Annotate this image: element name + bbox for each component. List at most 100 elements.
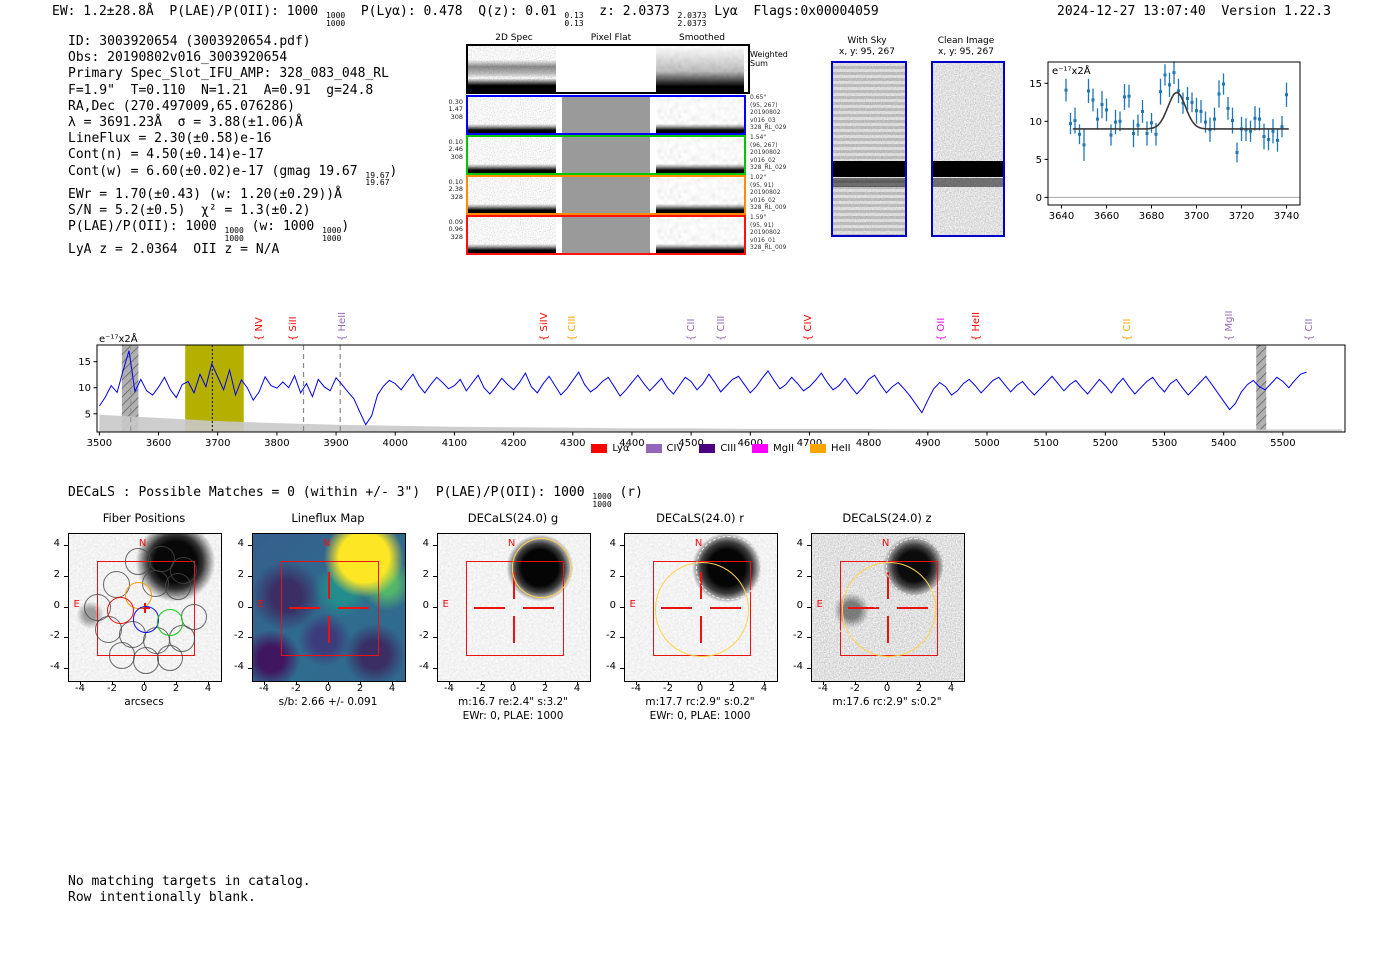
svg-text:15: 15 [78, 357, 91, 368]
info-line: Primary Spec_Slot_IFU_AMP: 328_083_048_R… [68, 66, 389, 82]
svg-text:4500: 4500 [678, 438, 703, 449]
weighted-pixelflat-image [562, 46, 650, 92]
cutout-sublabel: arcsecs [124, 696, 164, 708]
svg-text:3700: 3700 [1184, 211, 1209, 222]
y-tick-label: 0 [796, 599, 803, 611]
dark-trace-band [656, 243, 744, 253]
stacked-fraction: 1000 1000 [322, 226, 342, 243]
x-tick-label: 0 [883, 683, 891, 694]
y-tick-mark [620, 544, 624, 546]
x-tick-mark [951, 681, 952, 685]
withsky-title: With Sky x, y: 95, 267 [812, 36, 922, 58]
info-line: RA,Dec (270.497009,65.076286) [68, 98, 295, 114]
cutout-title: DECaLS(24.0) g [467, 511, 559, 525]
target-crosshair [513, 616, 516, 644]
y-tick-label: -2 [50, 630, 60, 642]
target-crosshair [522, 606, 554, 609]
weighted-smoothed-overlay [656, 46, 744, 92]
y-tick-label: -4 [793, 661, 803, 673]
y-tick-mark [620, 575, 624, 577]
footer-line-2: Row intentionally blank. [68, 890, 256, 906]
x-tick-mark [296, 681, 297, 685]
x-tick-label: 4 [388, 683, 396, 694]
y-tick-mark [248, 575, 252, 577]
dark-trace-band [468, 163, 556, 173]
fiber-2dspec-image [468, 97, 556, 133]
withsky-title-text: With Sky [847, 36, 887, 46]
svg-text:3640: 3640 [1049, 211, 1074, 222]
y-tick-mark [64, 544, 68, 546]
fiber-circle [164, 573, 192, 601]
x-tick-label: 4 [947, 683, 955, 694]
line-label-ciii: { CIII [566, 315, 578, 341]
x-tick-label: -2 [850, 683, 860, 694]
info-line: P(LAE)/P(OII): 1000 1000 1000 (w: 1000 10… [68, 219, 350, 243]
y-tick-label: -4 [50, 661, 60, 673]
y-tick-mark [807, 637, 811, 639]
x-tick-label: 2 [915, 683, 923, 694]
info-line: F=1.9" T=0.110 N=1.21 A=0.91 g=24.8 [68, 82, 374, 98]
compass-north: N [881, 538, 890, 550]
withsky-image [831, 61, 907, 237]
header-timestamp: 2024-12-27 13:07:40 Version 1.22.3 [1057, 4, 1331, 19]
dark-trace-band [468, 243, 556, 253]
x-tick-mark [732, 681, 733, 685]
compass-north: N [322, 538, 331, 550]
y-tick-mark [248, 668, 252, 670]
fiber-2dspec-image [468, 217, 556, 253]
target-crosshair [289, 606, 321, 609]
legend-label: HeII [831, 443, 851, 454]
selected-fiber-circle [156, 608, 184, 636]
svg-text:3660: 3660 [1094, 211, 1119, 222]
cutout-sublabel: m:17.6 rc:2.9" s:0.2" [832, 696, 942, 708]
svg-text:3900: 3900 [323, 438, 348, 449]
svg-text:5: 5 [85, 409, 91, 420]
x-tick-mark [208, 681, 209, 685]
svg-text:4700: 4700 [797, 438, 822, 449]
fiber-smoothed-image [656, 217, 744, 253]
lineflux-colormap [253, 534, 405, 681]
line-label-mgii: { MgII [1224, 310, 1236, 341]
legend-swatch [752, 444, 769, 453]
cutout-sublabel: EWr: 0, PLAE: 1000 [649, 710, 751, 722]
x-tick-label: 2 [172, 683, 180, 694]
line-label-siiv: { SiIV [539, 312, 551, 341]
svg-text:4800: 4800 [856, 438, 881, 449]
x-tick-mark [481, 681, 482, 685]
svg-text:3680: 3680 [1139, 211, 1164, 222]
y-tick-label: 2 [609, 568, 616, 580]
fiber-pixelflat-image [562, 137, 650, 173]
x-tick-label: 0 [509, 683, 517, 694]
dark-trace-band [468, 203, 556, 213]
weighted-sum-strip [466, 44, 750, 94]
footer-line-1: No matching targets in catalog. [68, 874, 311, 889]
dark-trace-band [656, 163, 744, 173]
x-tick-mark [513, 681, 514, 685]
y-tick-mark [64, 575, 68, 577]
selected-fiber-circle [132, 605, 160, 633]
x-tick-label: -4 [259, 683, 269, 694]
x-tick-label: -4 [818, 683, 828, 694]
x-tick-label: 2 [356, 683, 364, 694]
y-tick-label: 0 [422, 599, 429, 611]
stacked-fraction: 1000 1000 [325, 11, 346, 28]
line-label-cii: { CII [685, 318, 697, 341]
legend-label: MgII [773, 443, 795, 454]
y-tick-label: 0 [609, 599, 616, 611]
y-tick-mark [433, 668, 437, 670]
y-tick-label: -4 [419, 661, 429, 673]
dark-trace-band [468, 123, 556, 133]
y-tick-label: -4 [234, 661, 244, 673]
cutout-sublabel: m:17.7 rc:2.9" s:0.2" [645, 696, 755, 708]
y-tick-mark [248, 544, 252, 546]
aperture-circle [511, 538, 572, 599]
fiber-id-labels: 1.02" (95, 91) 20190802 v016_02 328_RL_009 [750, 174, 787, 212]
weighted-trace-overlay [468, 46, 556, 92]
stacked-fraction: 1000 1000 [592, 492, 612, 509]
y-tick-label: 0 [237, 599, 244, 611]
y-tick-mark [433, 606, 437, 608]
x-tick-label: 4 [760, 683, 768, 694]
